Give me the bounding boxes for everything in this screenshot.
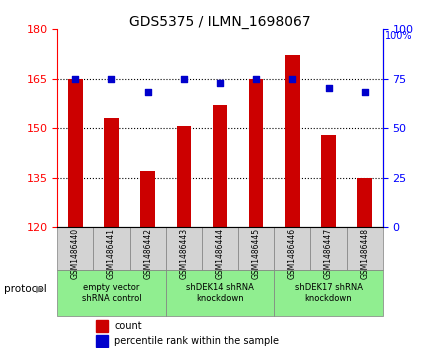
- Bar: [129, 227, 166, 270]
- Bar: [311, 227, 347, 270]
- Bar: [238, 227, 274, 270]
- Bar: [357, 178, 372, 227]
- Point: [325, 86, 332, 91]
- Point: [253, 76, 260, 81]
- Bar: [202, 227, 238, 270]
- Text: GSM1486441: GSM1486441: [107, 228, 116, 279]
- Bar: [213, 105, 227, 227]
- Text: protocol: protocol: [4, 284, 47, 294]
- Text: ▶: ▶: [36, 284, 44, 294]
- Bar: [321, 135, 336, 227]
- Bar: [96, 319, 108, 332]
- Bar: [285, 56, 300, 227]
- Text: GSM1486443: GSM1486443: [180, 228, 188, 279]
- Bar: [93, 227, 129, 270]
- Bar: [274, 227, 311, 270]
- Bar: [68, 78, 83, 227]
- Bar: [166, 270, 274, 316]
- Text: GSM1486444: GSM1486444: [216, 228, 224, 279]
- Bar: [274, 270, 383, 316]
- Point: [361, 90, 368, 95]
- Bar: [57, 270, 166, 316]
- Text: GSM1486440: GSM1486440: [71, 228, 80, 279]
- Text: shDEK14 shRNA
knockdown: shDEK14 shRNA knockdown: [186, 284, 254, 303]
- Text: GDS5375 / ILMN_1698067: GDS5375 / ILMN_1698067: [129, 15, 311, 29]
- Bar: [166, 227, 202, 270]
- Bar: [140, 171, 155, 227]
- Text: GSM1486445: GSM1486445: [252, 228, 260, 279]
- Point: [144, 90, 151, 95]
- Text: GSM1486446: GSM1486446: [288, 228, 297, 279]
- Text: percentile rank within the sample: percentile rank within the sample: [114, 337, 279, 346]
- Bar: [249, 78, 264, 227]
- Bar: [347, 227, 383, 270]
- Text: GSM1486442: GSM1486442: [143, 228, 152, 279]
- Point: [108, 76, 115, 81]
- Point: [289, 76, 296, 81]
- Point: [216, 79, 224, 85]
- Bar: [104, 118, 119, 227]
- Bar: [57, 227, 93, 270]
- Text: GSM1486447: GSM1486447: [324, 228, 333, 279]
- Text: 100%: 100%: [385, 31, 413, 41]
- Point: [180, 76, 187, 81]
- Text: GSM1486448: GSM1486448: [360, 228, 369, 279]
- Text: empty vector
shRNA control: empty vector shRNA control: [82, 284, 141, 303]
- Point: [72, 76, 79, 81]
- Bar: [96, 335, 108, 347]
- Text: shDEK17 shRNA
knockdown: shDEK17 shRNA knockdown: [294, 284, 363, 303]
- Text: count: count: [114, 321, 142, 331]
- Bar: [176, 126, 191, 227]
